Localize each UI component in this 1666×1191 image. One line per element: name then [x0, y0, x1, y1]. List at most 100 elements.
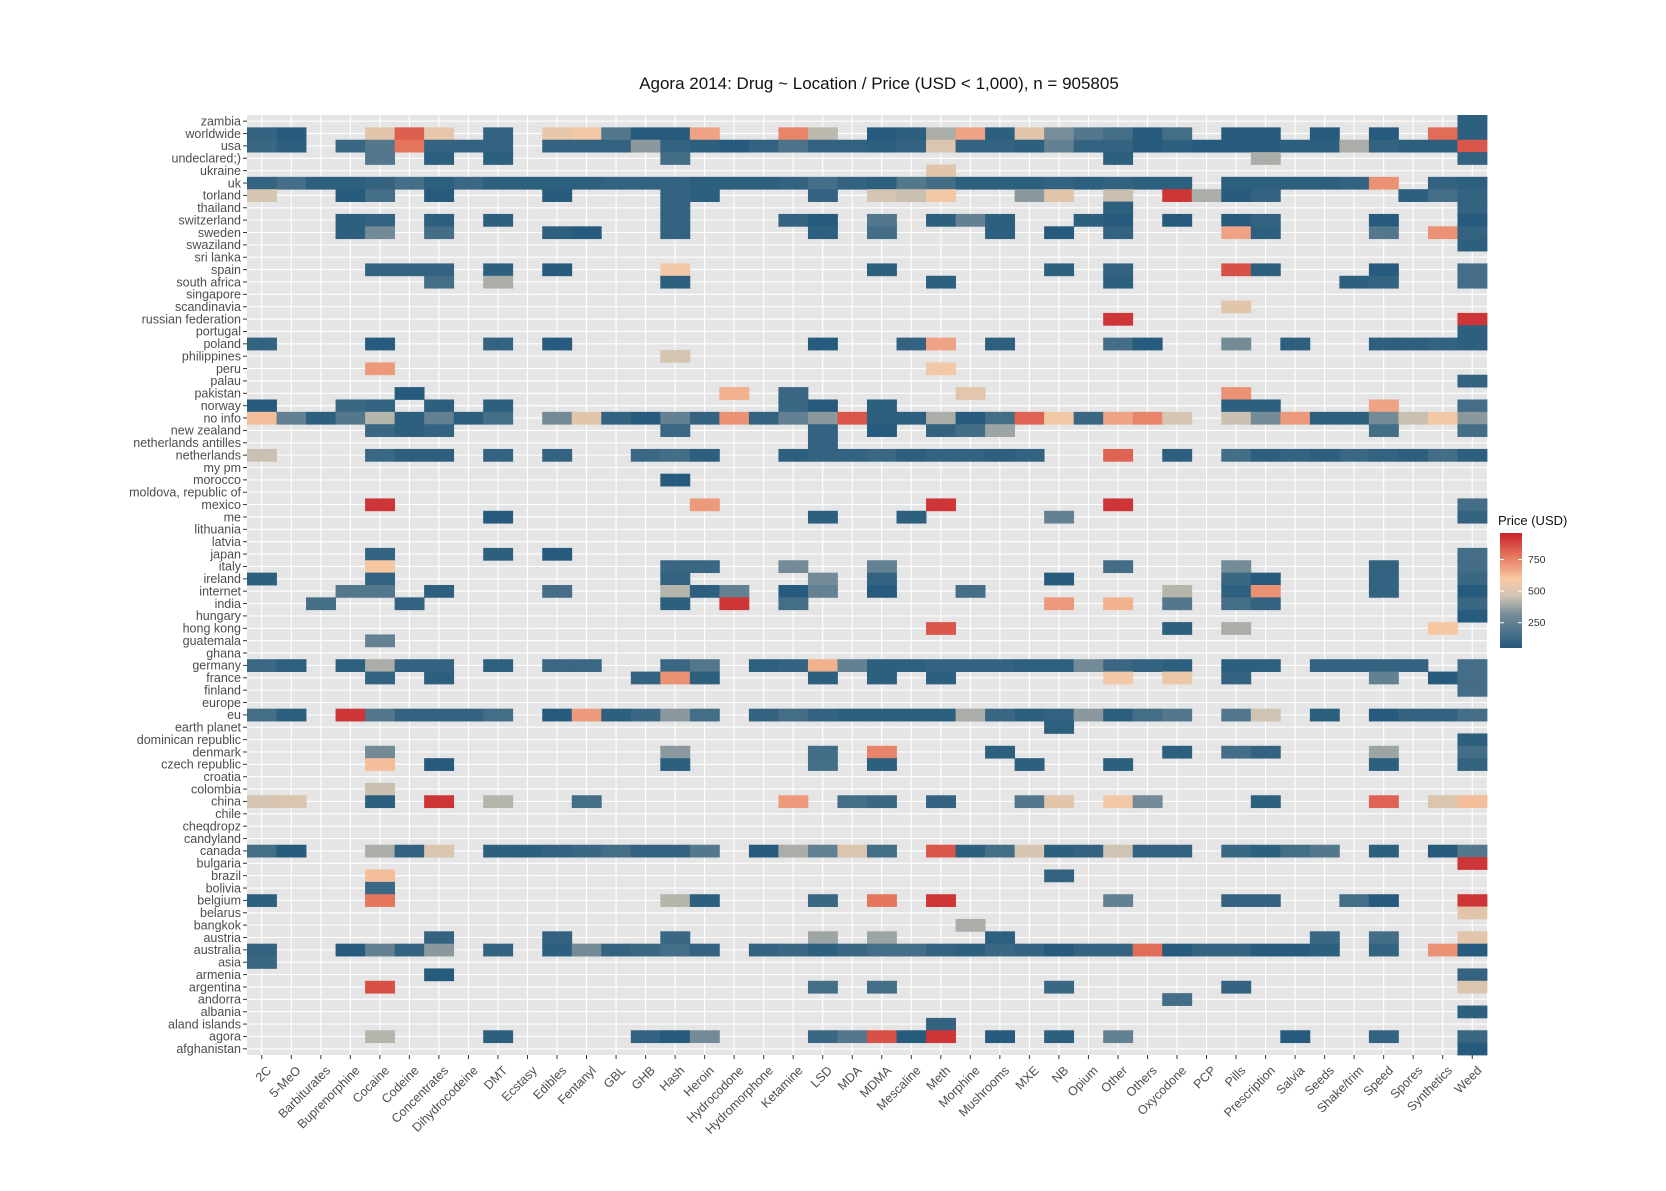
heatmap-cell: [807, 894, 838, 907]
heatmap-cell: [807, 844, 838, 858]
heatmap-cell: [867, 844, 897, 858]
heatmap-cell: [1250, 139, 1281, 153]
y-tick-label: morocco: [193, 473, 241, 487]
heatmap-cell: [985, 424, 1016, 437]
heatmap-cell: [660, 473, 691, 487]
heatmap-cell: [335, 189, 366, 202]
heatmap-cell: [601, 943, 632, 957]
heatmap-cell: [335, 585, 366, 598]
heatmap-cell: [1250, 795, 1281, 809]
y-tick-label: eu: [227, 708, 241, 722]
heatmap-cell: [424, 659, 455, 672]
heatmap-cell: [1280, 337, 1311, 351]
heatmap-cell: [1457, 745, 1488, 759]
heatmap-cell: [719, 585, 750, 598]
heatmap-cell: [424, 263, 455, 277]
heatmap-cell: [1457, 857, 1488, 870]
heatmap-cell: [630, 448, 661, 462]
heatmap-cell: [1221, 399, 1252, 413]
x-tick-label: LSD: [808, 1063, 835, 1090]
heatmap-cell: [867, 758, 897, 771]
heatmap-cell: [1339, 411, 1370, 425]
y-tick-label: cheqdropz: [183, 819, 241, 833]
y-tick-label: latvia: [212, 535, 241, 549]
heatmap-cell: [1103, 201, 1134, 215]
heatmap-cell: [778, 176, 809, 190]
legend-colorbar: [1500, 533, 1522, 648]
y-tick-label: italy: [219, 560, 242, 574]
y-tick-label: netherlands: [176, 448, 241, 462]
heatmap-cell: [542, 931, 573, 945]
heatmap-cell: [1457, 411, 1488, 425]
heatmap-cell: [1221, 189, 1252, 202]
heatmap-cell: [689, 659, 720, 672]
heatmap-cell: [660, 659, 691, 672]
heatmap-cell: [571, 226, 602, 240]
heatmap-cell: [837, 943, 868, 957]
heatmap-cell: [306, 176, 336, 190]
heatmap-cell: [837, 795, 868, 809]
heatmap-cell: [1368, 572, 1399, 586]
heatmap-cell: [1457, 683, 1488, 697]
heatmap-cell: [1221, 659, 1252, 672]
heatmap-cell: [926, 795, 956, 809]
heatmap-cell: [424, 176, 455, 190]
heatmap-cell: [601, 708, 632, 722]
y-tick-label: finland: [204, 683, 241, 697]
heatmap-cell: [571, 139, 602, 153]
heatmap-cell: [660, 943, 691, 957]
heatmap-cell: [867, 127, 897, 141]
heatmap-cell: [1132, 337, 1163, 351]
y-tick-label: agora: [209, 1030, 241, 1044]
heatmap-cell: [630, 671, 661, 685]
heatmap-cell: [1044, 795, 1075, 809]
heatmap-cell: [1103, 448, 1134, 462]
heatmap-cell: [365, 795, 396, 809]
heatmap-cell: [365, 263, 396, 277]
heatmap-cell: [896, 708, 927, 722]
heatmap-cell: [1221, 622, 1252, 635]
heatmap-cell: [542, 659, 573, 672]
heatmap-cell: [867, 659, 897, 672]
y-tick-label: lithuania: [194, 523, 241, 537]
y-tick-label: bolivia: [206, 881, 241, 895]
heatmap-cell: [1014, 176, 1045, 190]
heatmap-cell: [778, 387, 809, 400]
heatmap-cell: [1162, 585, 1193, 598]
heatmap-cell: [926, 943, 956, 957]
heatmap-cell: [1250, 585, 1281, 598]
y-tick-label: sri lanka: [194, 251, 241, 265]
heatmap-cell: [1044, 659, 1075, 672]
heatmap-cell: [1162, 127, 1193, 141]
heatmap-cell: [1103, 127, 1134, 141]
heatmap-cell: [1103, 1030, 1134, 1044]
heatmap-cell: [1014, 189, 1045, 202]
y-tick-label: moldova, republic of: [129, 486, 241, 500]
heatmap-cell: [985, 745, 1016, 759]
heatmap-cell: [1044, 708, 1075, 722]
heatmap-cell: [867, 560, 897, 574]
heatmap-cell: [247, 572, 277, 586]
heatmap-cell: [660, 152, 691, 165]
heatmap-cell: [1339, 659, 1370, 672]
heatmap-cell: [483, 275, 514, 289]
x-tick-label: Salvia: [1273, 1063, 1307, 1097]
heatmap-cell: [1427, 189, 1458, 202]
heatmap-cell: [660, 597, 691, 611]
heatmap-cell: [424, 844, 455, 858]
heatmap-cell: [1457, 1030, 1488, 1044]
heatmap-cell: [807, 572, 838, 586]
heatmap-cell: [1221, 263, 1252, 277]
heatmap-cell: [778, 708, 809, 722]
heatmap-cell: [660, 275, 691, 289]
heatmap-cell: [926, 671, 956, 685]
heatmap-cell: [1103, 844, 1134, 858]
heatmap-cell: [660, 424, 691, 437]
heatmap-cell: [483, 337, 514, 351]
heatmap-cell: [1221, 176, 1252, 190]
heatmap-cell: [424, 448, 455, 462]
heatmap-cell: [1103, 139, 1134, 153]
heatmap-cell: [660, 1030, 691, 1044]
heatmap-cell: [1457, 980, 1488, 994]
heatmap-cell: [1368, 708, 1399, 722]
